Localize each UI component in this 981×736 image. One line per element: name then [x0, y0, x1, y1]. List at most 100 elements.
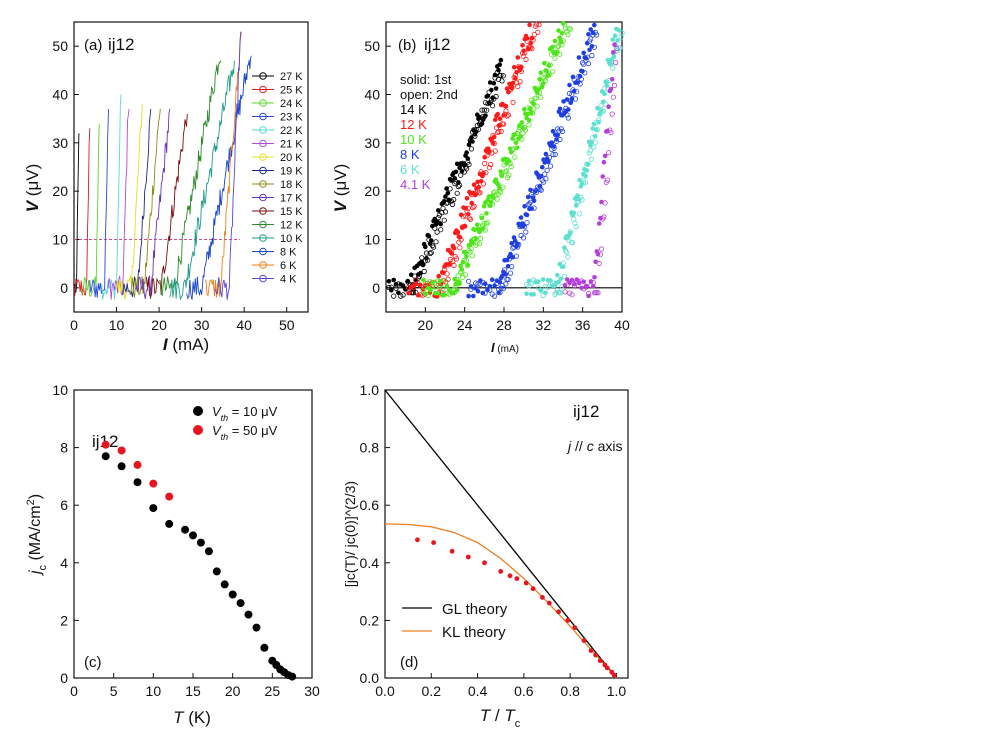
panel-b-point: [457, 165, 462, 170]
panel-b-point: [506, 89, 511, 95]
panel-b-point: [434, 278, 441, 284]
panel-b-point: [571, 282, 578, 289]
panel-b-point: [527, 106, 533, 112]
panel-b-point: [552, 38, 558, 44]
panel-b-point: [540, 179, 547, 185]
panel-b-point: [493, 86, 499, 91]
panel-c-point-s0-6: [189, 531, 197, 540]
legend-label-vth10: Vth = 10 μV: [212, 404, 278, 423]
panel-b-point: [507, 160, 513, 167]
panel-b-legend-label-5: 4.1 K: [400, 177, 431, 192]
panel-b-xtick-label-4: 36: [575, 317, 591, 333]
panel-b-point: [513, 80, 520, 86]
panel-b-point: [457, 269, 464, 276]
panel-b-point: [545, 158, 551, 164]
panel-a-series-8k: [186, 55, 252, 300]
panel-b-point: [440, 205, 446, 211]
panel-c-point-s0-7: [196, 538, 205, 547]
panel-b-point: [460, 160, 466, 166]
panel-b-point: [519, 50, 526, 56]
panel-b-point: [492, 189, 498, 195]
panel-a-legend-label-6: 20 K: [280, 152, 303, 164]
panel-b-point: [485, 219, 491, 225]
panel-b-point: [526, 122, 532, 128]
panel-b-point: [503, 272, 509, 277]
panel-b-point: [455, 229, 460, 235]
panel-b-point: [453, 169, 459, 175]
panel-b-point: [552, 151, 558, 158]
panel-b-point: [465, 156, 471, 161]
panel-b-point: [509, 263, 515, 270]
panel-b-point: [542, 171, 548, 177]
panel-b-point: [560, 260, 566, 266]
panel-b-point: [514, 244, 521, 250]
panel-b-point: [487, 203, 493, 209]
panel-b-point: [453, 179, 459, 185]
panel-b-point: [590, 135, 596, 141]
panel-d-data-point-12: [556, 609, 561, 615]
panel-b-xtick-label-1: 24: [457, 317, 473, 333]
panel-b-point: [510, 99, 516, 106]
panel-b-point: [572, 96, 579, 102]
panel-b-point: [555, 272, 560, 278]
panel-b-point: [467, 249, 473, 255]
panel-b-point: [386, 279, 392, 284]
panel-b-point: [455, 273, 461, 279]
panel-c-point-s0-2: [133, 478, 142, 487]
panel-d-line-gl-theory: [384, 389, 617, 679]
panel-c-xtick-label-6: 30: [304, 683, 320, 699]
panel-b-point: [458, 237, 464, 243]
panel-a-series-19k: [122, 108, 152, 298]
panel-b-point: [436, 208, 441, 213]
panel-d-data-point-15: [581, 638, 587, 643]
panel-b-point: [477, 235, 484, 241]
panel-b-point: [400, 292, 406, 298]
panel-b-point: [584, 40, 590, 46]
panel-b-point: [420, 288, 426, 294]
panel-b-point: [542, 283, 549, 289]
panel-d-data-point-14: [572, 625, 578, 630]
panel-b-point: [395, 281, 401, 287]
panel-b-point: [494, 196, 500, 202]
panel-b-point: [613, 59, 619, 66]
panel-b-point: [413, 277, 419, 283]
panel-b-point: [562, 248, 569, 254]
panel-b-point: [602, 200, 608, 206]
panel-b-point: [419, 255, 425, 261]
panel-b-point: [487, 287, 493, 293]
panel-b-point: [466, 215, 472, 221]
panel-b-point: [481, 107, 487, 113]
panel-b-point: [544, 68, 549, 74]
panel-b-point: [459, 268, 465, 274]
panel-b-point: [461, 257, 467, 264]
panel-b-point: [469, 253, 475, 259]
panel-d-line-kl-theory: [384, 523, 617, 679]
panel-b-point: [425, 292, 431, 299]
panel-a-series-4k: [214, 31, 242, 300]
panel-b-point: [445, 190, 451, 196]
panel-b-point: [451, 262, 457, 269]
panel-b-point: [420, 287, 426, 292]
panel-b-point: [576, 280, 582, 286]
panel-b-point: [449, 251, 455, 256]
panel-b-point: [531, 205, 537, 211]
panel-d-label: (d): [400, 654, 418, 671]
panel-b-note-solid: solid: 1st: [400, 72, 452, 87]
panel-a-legend-marker-4: [259, 126, 267, 134]
panel-b-point: [562, 108, 568, 114]
panel-b-point: [464, 150, 469, 155]
panel-b-point: [420, 262, 426, 268]
panel-b-point: [438, 221, 444, 227]
panel-b-point: [525, 45, 532, 51]
panel-b-point: [563, 105, 569, 112]
legend-marker-vth10: [193, 406, 203, 416]
panel-c-ytick-label-4: 8: [60, 440, 68, 456]
panel-b-point: [460, 214, 467, 220]
panel-a-series-10k: [169, 60, 235, 300]
panel-a-legend-label-5: 21 K: [280, 139, 303, 151]
panel-b-ytick-label-2: 20: [364, 183, 380, 199]
panel-d-xtick-label-0: 0.0: [375, 683, 395, 699]
panel-b-point: [478, 119, 484, 125]
panel-b-point: [415, 281, 421, 287]
